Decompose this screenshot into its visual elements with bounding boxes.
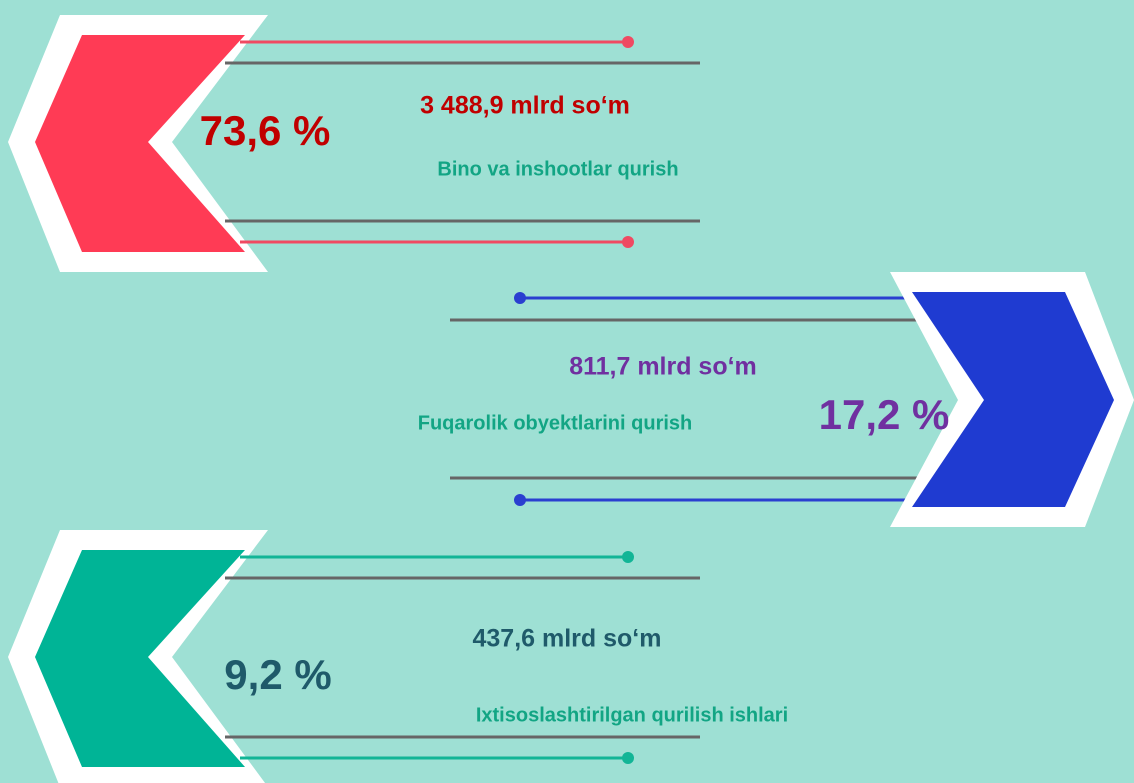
chevron xyxy=(35,35,245,252)
item: 17,2 % 811,7 mlrd so‘m Fuqarolik obyektl… xyxy=(418,272,1134,527)
dot xyxy=(514,494,526,506)
chevron xyxy=(35,550,245,767)
dot xyxy=(622,236,634,248)
amount: 811,7 mlrd so‘m xyxy=(569,353,757,381)
amount: 437,6 mlrd so‘m xyxy=(473,625,662,653)
amount: 3 488,9 mlrd so‘m xyxy=(420,92,630,120)
percent: 73,6 % xyxy=(200,107,331,154)
percent: 9,2 % xyxy=(224,651,331,698)
chevron xyxy=(912,292,1114,507)
label: Fuqarolik obyektlarini qurish xyxy=(418,412,693,434)
label: Bino va inshootlar qurish xyxy=(437,158,678,180)
label: Ixtisoslashtirilgan qurilish ishlari xyxy=(476,704,788,726)
item: 73,6 % 3 488,9 mlrd so‘m Bino va inshoot… xyxy=(8,15,700,272)
dot xyxy=(514,292,526,304)
dot xyxy=(622,752,634,764)
percent: 17,2 % xyxy=(819,391,950,438)
item: 9,2 % 437,6 mlrd so‘m Ixtisoslashtirilga… xyxy=(8,530,788,783)
dot xyxy=(622,551,634,563)
dot xyxy=(622,36,634,48)
